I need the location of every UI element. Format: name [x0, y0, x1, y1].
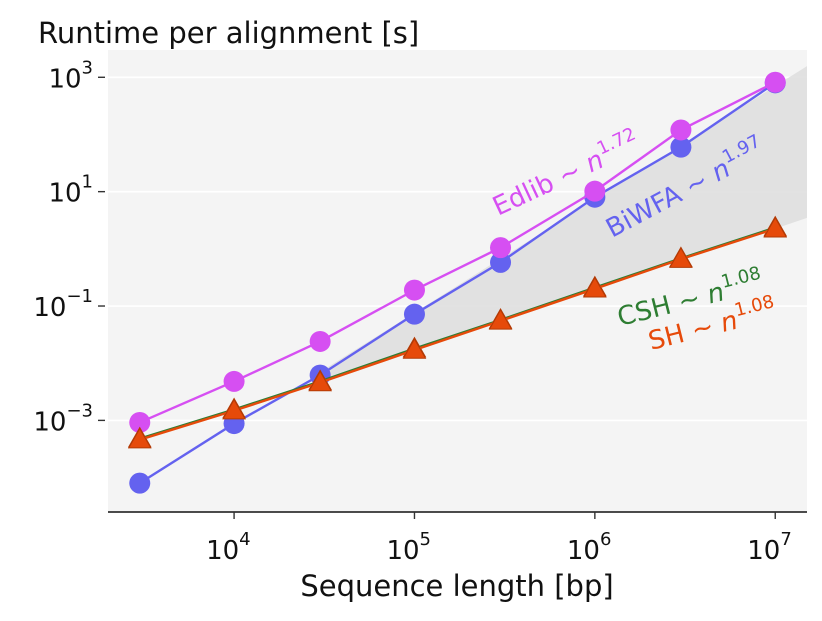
- biwfa-point: [403, 303, 425, 325]
- sh-point: [763, 216, 788, 238]
- edlib-point: [309, 330, 331, 352]
- sh-point: [402, 338, 427, 359]
- biwfa-point: [670, 136, 692, 158]
- chart-title: Runtime per alignment [s]: [38, 16, 419, 50]
- biwfa-line: [139, 81, 776, 485]
- y-tick-label: 10−1: [33, 286, 93, 323]
- y-ticks: 103 101 10−1 10−3: [33, 57, 105, 437]
- edlib-point: [129, 411, 151, 433]
- edlib-point: [490, 237, 512, 259]
- x-ticks: 104 105 106 107: [206, 512, 792, 566]
- series-group: [127, 71, 788, 494]
- sh-line: [139, 227, 776, 441]
- sh-point: [308, 370, 333, 392]
- biwfa-point: [129, 472, 151, 494]
- edlib-point: [223, 370, 245, 392]
- sh-point: [488, 308, 513, 330]
- edlib-point: [764, 71, 786, 93]
- sh-point: [582, 276, 607, 298]
- sh-point: [222, 398, 246, 420]
- sh-point: [127, 427, 152, 449]
- biwfa-point: [490, 251, 512, 273]
- x-tick-label: 106: [567, 529, 612, 566]
- x-tick-label: 105: [386, 529, 431, 566]
- edlib-point: [670, 119, 692, 141]
- x-tick-label: 104: [206, 529, 251, 566]
- x-tick-label: 107: [747, 529, 792, 566]
- edlib-point: [584, 180, 606, 202]
- edlib-point: [403, 279, 425, 301]
- y-tick-label: 101: [48, 172, 93, 209]
- x-axis-label: Sequence length [bp]: [300, 569, 613, 603]
- edlib-line: [139, 81, 776, 424]
- y-tick-label: 103: [48, 57, 93, 94]
- y-tick-label: 10−3: [33, 400, 93, 437]
- sh-point: [669, 247, 693, 268]
